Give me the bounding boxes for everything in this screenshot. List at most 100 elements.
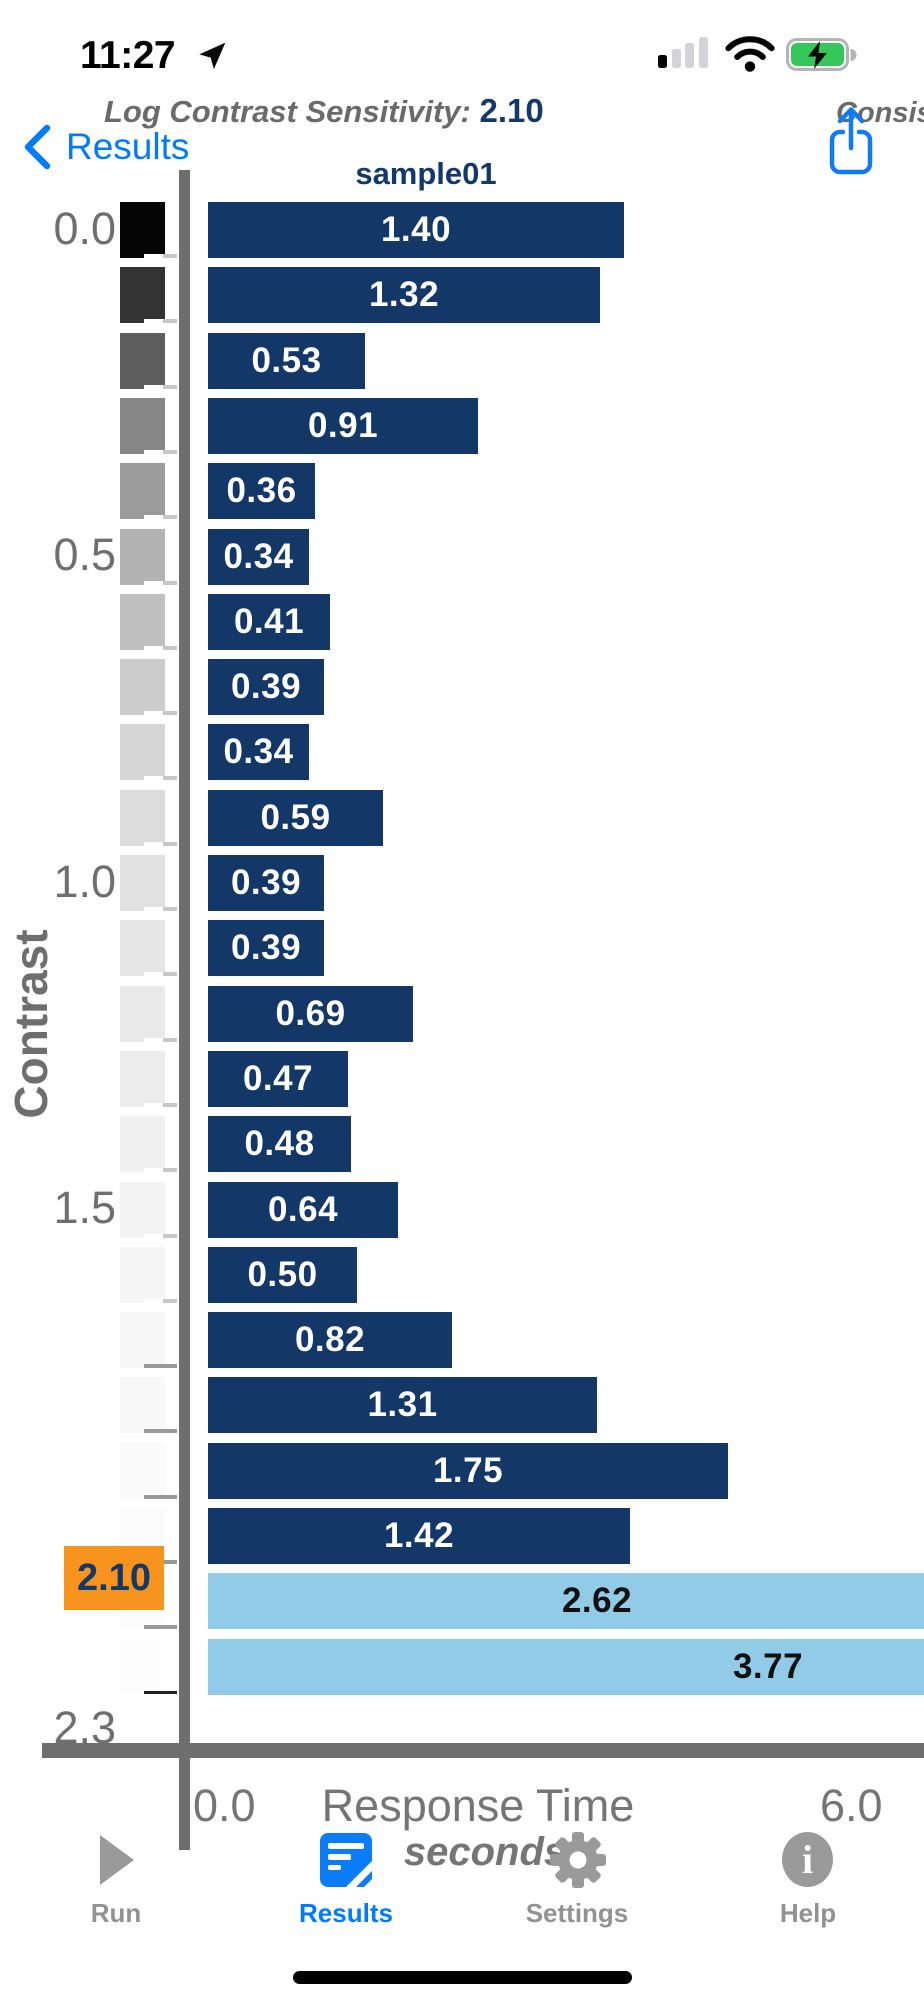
y-axis-row-tick — [144, 254, 177, 258]
x-axis-title: Response Time — [321, 1780, 635, 1831]
response-time-bar: 0.64 — [208, 1182, 398, 1238]
response-time-bar: 0.48 — [208, 1116, 351, 1172]
chevron-left-icon — [24, 124, 51, 170]
response-time-bar: 0.39 — [208, 855, 324, 911]
bar-value-label: 0.48 — [244, 1124, 315, 1163]
bar-value-label: 1.31 — [367, 1385, 438, 1424]
bar-value-label: 0.39 — [230, 667, 302, 706]
y-axis-row-tick — [144, 1495, 177, 1499]
contrast-swatch — [120, 202, 165, 258]
contrast-swatch — [120, 724, 165, 780]
contrast-swatch — [120, 594, 165, 650]
y-axis-row-tick — [144, 450, 177, 454]
wifi-icon — [725, 36, 775, 72]
gear-icon[interactable] — [549, 1831, 607, 1889]
tab-results[interactable]: Results — [299, 1898, 393, 1928]
results-document-icon[interactable] — [320, 1833, 372, 1887]
response-time-bar: 0.41 — [208, 594, 330, 650]
bar-value-label: 0.47 — [242, 1059, 314, 1098]
bar-value-label: 1.40 — [380, 210, 452, 249]
bar-value-label: 0.59 — [260, 798, 331, 837]
chart-title: sample01 — [355, 156, 497, 191]
y-axis-row-tick — [144, 1103, 177, 1107]
y-axis-row-tick — [144, 646, 177, 650]
y-axis-row-tick — [144, 1364, 177, 1368]
response-time-bar: 2.62 — [208, 1573, 924, 1629]
contrast-swatch — [120, 855, 165, 911]
y-axis-row-tick — [144, 319, 177, 323]
response-time-bar: 0.82 — [208, 1312, 452, 1368]
cellular-signal-icon — [658, 36, 714, 68]
response-time-bar: 0.34 — [208, 724, 309, 780]
y-axis-line — [179, 170, 190, 1850]
y-axis-row-tick — [144, 515, 177, 519]
bar-value-label: 0.41 — [233, 602, 305, 641]
play-icon[interactable] — [98, 1833, 136, 1887]
bar-value-label: 0.64 — [267, 1190, 339, 1229]
back-button[interactable]: Results — [22, 124, 189, 170]
bar-value-label: 0.50 — [247, 1255, 318, 1294]
info-icon-glyph: i — [801, 1836, 814, 1882]
bar-value-label: 0.36 — [226, 471, 297, 510]
response-time-bar: 0.34 — [208, 529, 309, 585]
bar-value-label: 0.39 — [230, 928, 302, 967]
response-time-bar: 0.91 — [208, 398, 478, 454]
status-time: 11:27 — [80, 34, 176, 77]
info-icon[interactable]: i — [782, 1832, 833, 1887]
tab-help[interactable]: Help — [779, 1898, 837, 1928]
battery-charging-icon — [786, 38, 857, 71]
contrast-swatch — [120, 529, 165, 585]
tab-run[interactable]: Run — [90, 1898, 142, 1928]
response-time-bar: 0.39 — [208, 659, 324, 715]
contrast-swatch — [120, 920, 165, 976]
y-tick-label: 0.5 — [53, 529, 116, 580]
contrast-swatch — [120, 267, 165, 323]
response-time-bar: 1.42 — [208, 1508, 630, 1564]
y-axis-row-tick — [144, 842, 177, 846]
x-axis-line — [42, 1743, 924, 1758]
y-axis-row-tick — [144, 776, 177, 780]
log-contrast-sensitivity-label: Log Contrast Sensitivity: 2.10 — [104, 92, 544, 130]
response-time-bar: 1.32 — [208, 267, 600, 323]
bar-value-label: 3.77 — [732, 1647, 804, 1686]
contrast-swatch — [120, 1051, 165, 1107]
y-axis-row-tick — [144, 907, 177, 911]
share-button[interactable] — [826, 104, 876, 178]
bar-value-label: 1.32 — [368, 275, 440, 314]
contrast-swatch — [120, 1377, 165, 1433]
response-time-bar: 0.53 — [208, 333, 365, 389]
contrast-swatch — [120, 790, 165, 846]
response-time-bar: 1.31 — [208, 1377, 597, 1433]
response-time-bar: 0.39 — [208, 920, 324, 976]
y-axis-row-tick — [144, 581, 177, 585]
response-time-bar: 1.75 — [208, 1443, 728, 1499]
bar-value-label: 0.34 — [223, 732, 294, 771]
y-axis-title: Contrast — [5, 929, 57, 1119]
contrast-swatch — [120, 333, 165, 389]
x-axis-min-label: 0.0 — [193, 1780, 256, 1831]
y-axis-row-tick — [144, 385, 177, 389]
threshold-marker: 2.10 — [64, 1546, 164, 1610]
y-tick-label: 2.3 — [53, 1702, 116, 1753]
contrast-swatch — [120, 1443, 165, 1499]
response-time-bar: 3.77 — [208, 1639, 924, 1695]
tab-settings[interactable]: Settings — [525, 1898, 629, 1928]
bar-value-label: 0.53 — [251, 341, 322, 380]
y-axis-row-tick — [144, 1299, 177, 1303]
home-indicator[interactable] — [293, 1971, 632, 1984]
response-time-bar: 0.59 — [208, 790, 383, 846]
bar-value-label: 2.62 — [561, 1581, 633, 1620]
response-time-bar: 0.36 — [208, 463, 315, 519]
bar-value-label: 1.75 — [432, 1451, 504, 1490]
y-tick-label: 1.0 — [53, 856, 116, 907]
y-axis-row-tick — [144, 1168, 177, 1172]
y-axis-row-tick — [144, 711, 177, 715]
contrast-swatch — [120, 1116, 165, 1172]
y-tick-label: 1.5 — [53, 1182, 116, 1233]
metric-label: Log Contrast Sensitivity: — [104, 94, 471, 129]
location-services-icon — [199, 42, 226, 70]
bar-value-label: 0.91 — [307, 406, 379, 445]
contrast-swatch — [120, 463, 165, 519]
bar-value-label: 0.34 — [223, 537, 294, 576]
